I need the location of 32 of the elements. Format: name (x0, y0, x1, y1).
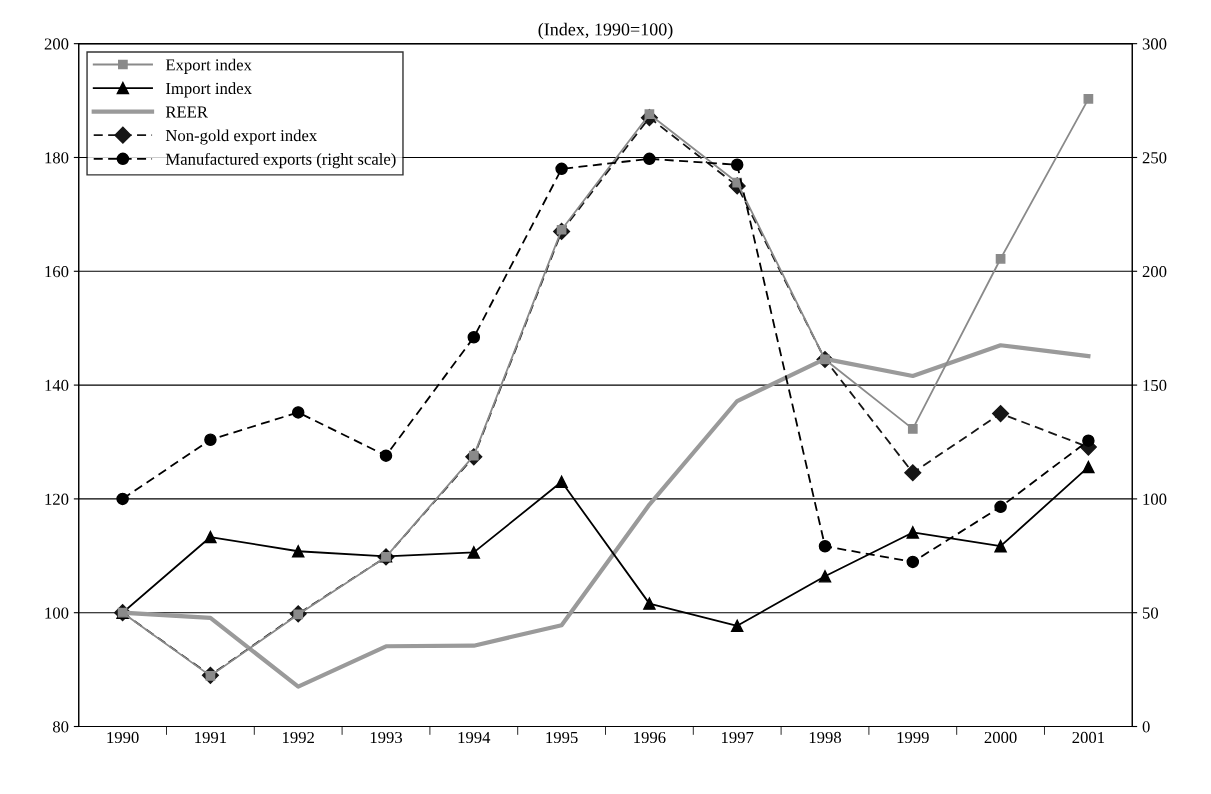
x-tick-label: 1998 (809, 731, 842, 744)
y-tick-label: 180 (45, 152, 69, 164)
x-tick-label: 1997 (722, 731, 754, 744)
x-tick-label: 2000 (984, 731, 1017, 744)
legend-label: Non-gold export index (165, 129, 317, 145)
y2-tick-label: 250 (1142, 152, 1167, 164)
y2-tick-label: 50 (1142, 607, 1159, 619)
y-tick-label: 140 (45, 379, 69, 392)
x-tick-label: 1994 (458, 731, 491, 744)
y-tick-label: 100 (45, 607, 69, 619)
y-tick-label: 120 (45, 493, 69, 505)
x-tick-label: 1995 (546, 731, 578, 744)
x-tick-label: 1993 (370, 731, 403, 744)
y-tick-label: 80 (52, 721, 69, 733)
x-tick-label: 1990 (107, 731, 139, 744)
legend-label: Export index (165, 58, 252, 74)
y-tick-label: 160 (45, 265, 69, 278)
y-tick-label: 200 (44, 38, 69, 50)
x-tick-label: 1992 (283, 731, 314, 744)
x-tick-label: 1996 (634, 731, 666, 744)
y2-tick-label: 150 (1143, 379, 1167, 392)
x-tick-label: 2001 (1072, 731, 1105, 744)
legend-label: Import index (165, 82, 252, 98)
y2-tick-label: 200 (1142, 265, 1167, 278)
chart-title: (Index, 1990=100) (538, 22, 673, 40)
legend-label: REER (165, 106, 208, 118)
y2-tick-label: 300 (1142, 38, 1167, 50)
x-tick-label: 1999 (897, 731, 929, 744)
y2-tick-label: 0 (1142, 721, 1150, 733)
legend-label: Manufactured exports (right scale) (165, 152, 396, 169)
y2-tick-label: 100 (1143, 493, 1167, 505)
x-tick-label: 1991 (195, 731, 227, 744)
